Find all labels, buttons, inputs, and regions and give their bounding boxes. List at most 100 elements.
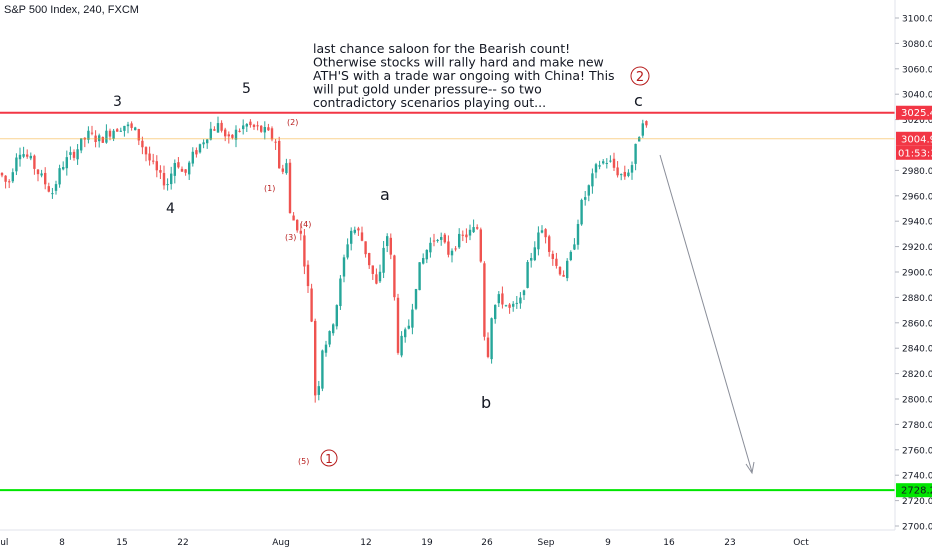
candle[interactable] (80, 138, 83, 154)
candle[interactable] (393, 254, 396, 301)
wave-label-5[interactable]: 5 (242, 81, 251, 97)
candle[interactable] (504, 304, 508, 307)
candle[interactable] (332, 323, 335, 336)
candle[interactable] (350, 227, 353, 251)
subwave-label-5[interactable]: (5) (298, 457, 309, 466)
candle[interactable] (314, 318, 317, 403)
candle[interactable] (422, 253, 425, 265)
candle[interactable] (252, 123, 256, 130)
candle[interactable] (22, 146, 25, 159)
candle[interactable] (512, 301, 515, 312)
candle[interactable] (288, 158, 292, 214)
candle[interactable] (476, 224, 479, 230)
candle[interactable] (436, 238, 439, 243)
candle[interactable] (432, 233, 436, 247)
candle[interactable] (443, 232, 446, 244)
candle[interactable] (573, 238, 576, 251)
subwave-label-4[interactable]: (4) (300, 220, 311, 229)
candle[interactable] (483, 261, 486, 341)
candle[interactable] (15, 153, 18, 176)
candle[interactable] (76, 144, 79, 165)
candle[interactable] (188, 160, 191, 181)
candle[interactable] (357, 226, 360, 236)
candle[interactable] (4, 175, 7, 189)
candle[interactable] (274, 139, 277, 150)
candle[interactable] (522, 289, 526, 300)
candle[interactable] (494, 304, 497, 324)
candle[interactable] (65, 150, 68, 176)
candle[interactable] (591, 168, 594, 194)
candle[interactable] (263, 121, 266, 140)
candle[interactable] (260, 125, 263, 133)
candle[interactable] (335, 304, 338, 330)
candle[interactable] (353, 226, 356, 235)
candle[interactable] (119, 127, 122, 132)
candle[interactable] (364, 241, 367, 258)
candle[interactable] (198, 143, 202, 154)
candle[interactable] (396, 293, 400, 355)
candle[interactable] (533, 241, 536, 262)
candle[interactable] (429, 237, 432, 258)
candle[interactable] (526, 260, 529, 289)
candle[interactable] (400, 331, 403, 358)
candle[interactable] (177, 157, 180, 169)
candle[interactable] (87, 126, 90, 144)
price-axis[interactable]: 2700.0 2720.0 2740.0 2760.0 2780.0 2800.0 2820… (895, 15, 932, 533)
candle[interactable] (540, 225, 544, 234)
annotation-note[interactable]: last chance saloon for the Bearish count… (313, 41, 619, 110)
candle[interactable] (234, 125, 238, 148)
candle[interactable] (242, 119, 245, 135)
subwave-label-1[interactable]: (1) (264, 184, 275, 193)
time-axis[interactable]: Jul 8 15 22 Aug 12 19 26 Sep 9 16 23 Oct (0, 538, 809, 548)
candle[interactable] (180, 166, 184, 172)
candle[interactable] (346, 238, 349, 260)
candle[interactable] (440, 232, 443, 246)
candle[interactable] (213, 126, 216, 131)
candle[interactable] (285, 158, 288, 175)
candle[interactable] (537, 226, 540, 256)
candle[interactable] (378, 264, 382, 284)
candle[interactable] (486, 332, 490, 359)
candle[interactable] (303, 229, 306, 275)
wave-label-b[interactable]: b (481, 393, 491, 412)
candle[interactable] (566, 258, 569, 282)
candle[interactable] (468, 224, 472, 241)
candle[interactable] (450, 248, 454, 263)
candle[interactable] (130, 121, 133, 131)
candle[interactable] (281, 164, 284, 175)
candle[interactable] (51, 187, 54, 199)
candle[interactable] (101, 136, 104, 143)
candle[interactable] (105, 124, 108, 144)
candle[interactable] (627, 169, 630, 178)
candle[interactable] (447, 235, 450, 258)
candle[interactable] (134, 126, 137, 131)
candle[interactable] (155, 155, 158, 178)
candle[interactable] (292, 212, 295, 221)
candle[interactable] (569, 250, 572, 262)
candle[interactable] (339, 275, 342, 310)
candle[interactable] (137, 128, 140, 146)
candle[interactable] (72, 149, 76, 161)
candle[interactable] (472, 219, 475, 233)
candle[interactable] (209, 121, 212, 141)
wave-label-c[interactable]: c (634, 91, 643, 110)
candle[interactable] (580, 198, 583, 226)
candle[interactable] (173, 159, 176, 184)
candle[interactable] (389, 233, 392, 260)
candle[interactable] (612, 152, 616, 171)
candle[interactable] (227, 131, 230, 144)
candle[interactable] (58, 164, 61, 188)
candle[interactable] (44, 167, 47, 190)
candle[interactable] (519, 292, 522, 309)
candle[interactable] (548, 234, 551, 257)
candle[interactable] (584, 190, 587, 206)
candle[interactable] (630, 161, 634, 180)
candle[interactable] (368, 252, 371, 269)
candle[interactable] (29, 152, 32, 161)
candle[interactable] (152, 153, 155, 165)
candle[interactable] (371, 265, 374, 280)
candle[interactable] (33, 154, 36, 175)
wave-label-3[interactable]: 3 (113, 94, 122, 110)
